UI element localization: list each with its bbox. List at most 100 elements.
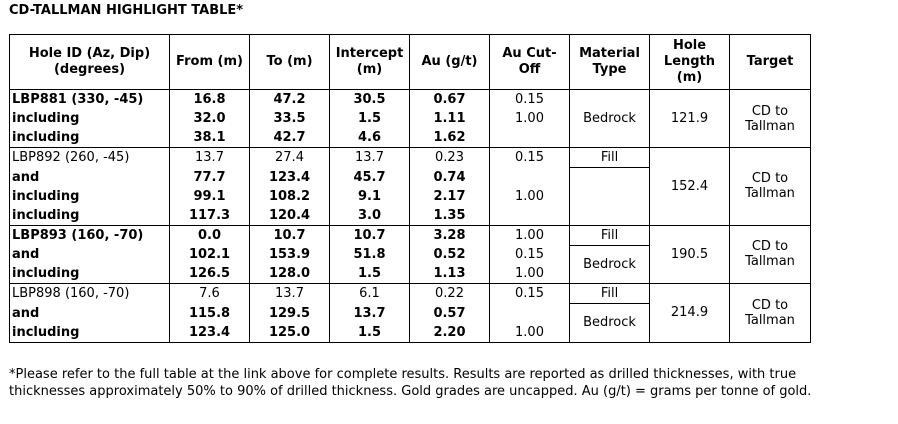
cell: 123.4 [249,167,330,187]
hole-id-cell: LBP881 (330, -45) [9,89,170,109]
cell: 123.4 [169,322,250,342]
hole-id-cell: including [9,128,170,148]
cell: 16.8 [169,89,250,109]
cell: 7.6 [169,283,250,304]
cell: 51.8 [329,245,410,264]
table-row: LBP898 (160, -70) 7.6 13.7 6.1 0.22 0.15 Fill 2… [9,283,811,342]
table-row: and 77.7 123.4 45.7 0.74 1.00 [9,167,811,225]
cell: 0.15 [489,147,570,168]
cell: CD to Tallman [729,89,811,148]
cell: 32.0 [169,109,250,128]
cell: 2.17 [409,186,490,206]
cell: 125.0 [249,322,330,342]
cell: 102.1 [169,245,250,264]
cell: 0.67 [409,89,490,109]
cell: 9.1 [329,186,410,206]
table-row: including 123.4 125.0 1.5 2.20 1.00 [9,322,811,342]
cell: Fill [569,224,650,245]
cell: 0.22 [409,283,490,304]
hole-id-cell: including [9,186,170,206]
table-row: LBP893 (160, -70) 0.0 10.7 10.7 3.28 1.00 Fill… [9,224,811,284]
cell: 13.7 [249,283,330,304]
cell: 38.1 [169,128,250,148]
hole-id-cell: LBP892 (260, -45) [9,147,170,168]
header-cell: Material Type [569,34,650,90]
cell: CD to Tallman [729,147,811,225]
cell: 1.5 [329,264,410,284]
cell: 129.5 [249,303,330,323]
hole-id-cell: and [9,167,170,187]
cell: Bedrock [569,244,650,284]
cell: 1.00 [489,322,570,342]
hole-id-cell: LBP898 (160, -70) [9,283,170,304]
cell: 0.23 [409,147,490,168]
cell: 1.11 [409,109,490,128]
table-row: including 126.5 128.0 1.5 1.13 1.00 [9,264,811,284]
cell [489,128,570,148]
cell: 1.00 [489,224,570,245]
hole-id-cell: including [9,109,170,128]
cell: 4.6 [329,128,410,148]
hole-id-cell: and [9,245,170,264]
cell: 190.5 [649,224,730,284]
cell: 0.57 [409,303,490,323]
cell: CD to Tallman [729,283,811,342]
table-row: LBP892 (260, -45) 13.7 27.4 13.7 0.23 0.15 Fil… [9,147,811,225]
table-row: including 38.1 42.7 4.6 1.62 [9,128,811,148]
hole-id-cell: LBP893 (160, -70) [9,224,170,245]
cell: 2.20 [409,322,490,342]
cell: CD to Tallman [729,224,811,284]
footnote: *Please refer to the full table at the l… [9,367,812,399]
table-row: LBP881 (330, -45) 16.8 47.2 30.5 0.67 0.15 Bed… [9,89,811,148]
cell: 121.9 [649,89,730,148]
cell: 1.13 [409,264,490,284]
cell: 1.5 [329,109,410,128]
cell: 27.4 [249,147,330,168]
cell: 128.0 [249,264,330,284]
cell: 0.15 [489,89,570,109]
header-cell: Target [729,34,811,90]
cell: Fill [569,147,650,168]
cell: 1.5 [329,322,410,342]
cell: 45.7 [329,167,410,187]
cell: 3.28 [409,224,490,245]
cell: 214.9 [649,283,730,342]
hole-id-cell: including [9,264,170,284]
cell: 0.52 [409,245,490,264]
table-row: including 32.0 33.5 1.5 1.11 1.00 [9,109,811,128]
cell: Bedrock [569,89,650,148]
table-row: including 99.1 108.2 9.1 2.17 [9,186,811,206]
cell: 1.62 [409,128,490,148]
cell: 152.4 [649,147,730,225]
cell: 120.4 [249,205,330,225]
cell: 153.9 [249,245,330,264]
table-body: LBP881 (330, -45) 16.8 47.2 30.5 0.67 0.15 Bed… [9,89,811,342]
header-cell: From (m) [169,34,250,90]
header-cell: To (m) [249,34,330,90]
table-row: and 102.1 153.9 51.8 0.52 0.15 Bedrock [9,244,811,284]
cell: 10.7 [329,224,410,245]
header-cell: Au Cut-Off [489,34,570,90]
cell: 1.35 [409,205,490,225]
table-row: and 115.8 129.5 13.7 0.57 Bedrock [9,303,811,342]
cell: 117.3 [169,205,250,225]
cell: 1.00 [489,167,570,225]
cell: 42.7 [249,128,330,148]
cell: 3.0 [329,205,410,225]
table-title: CD-TALLMAN HIGHLIGHT TABLE* [9,3,244,18]
cell: 10.7 [249,224,330,245]
header-cell: Hole Length (m) [649,34,730,90]
cell: 30.5 [329,89,410,109]
cell: 0.0 [169,224,250,245]
header-cell: Hole ID (Az, Dip) (degrees) [9,34,170,90]
cell: 13.7 [329,147,410,168]
cell: Bedrock [569,303,650,342]
cell: 0.15 [489,245,570,264]
table-row: including 117.3 120.4 3.0 1.35 [9,205,811,225]
header-cell: Intercept (m) [329,34,410,90]
header-row: Hole ID (Az, Dip) (degrees) From (m) To … [9,34,811,90]
cell: 115.8 [169,303,250,323]
cell: 108.2 [249,186,330,206]
cell: 0.15 [489,283,570,304]
